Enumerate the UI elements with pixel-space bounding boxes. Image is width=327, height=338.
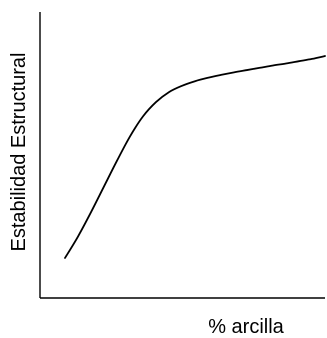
series-line-0 bbox=[64, 55, 326, 259]
series-layer bbox=[64, 55, 326, 259]
x-axis-label: % arcilla bbox=[208, 316, 284, 338]
axes bbox=[39, 12, 325, 299]
y-axis-label: Estabilidad Estructural bbox=[8, 53, 30, 252]
